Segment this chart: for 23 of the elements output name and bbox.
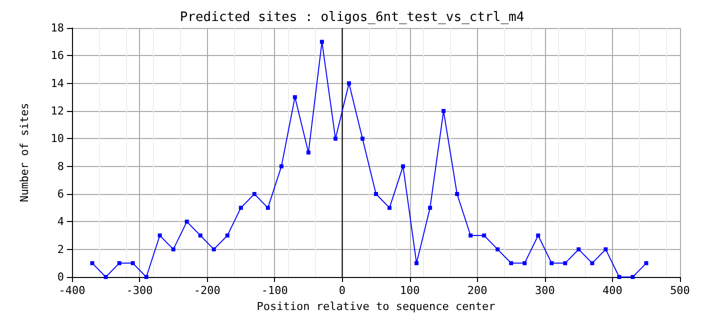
y-tick-label: 4 xyxy=(57,215,64,228)
y-tick-label: 16 xyxy=(50,49,64,62)
y-tick-label: 12 xyxy=(50,104,64,118)
x-axis-title: Position relative to sequence center xyxy=(256,300,496,313)
y-axis-title: Number of sites xyxy=(18,102,31,202)
y-tick-label: 2 xyxy=(57,242,64,256)
y-tick-label: 14 xyxy=(50,76,64,90)
x-tick-label: 100 xyxy=(400,284,420,297)
x-tick-label: -200 xyxy=(194,284,220,297)
x-tick-label: -100 xyxy=(261,284,288,297)
y-tick-label: 6 xyxy=(57,188,64,200)
x-tick-label: -400 xyxy=(58,284,86,297)
x-tick-label: -300 xyxy=(126,284,153,297)
y-tick-label: 0 xyxy=(57,270,64,284)
x-tick-label: 500 xyxy=(670,284,690,297)
x-tick-label: 0 xyxy=(338,284,346,297)
x-tick-label: 400 xyxy=(602,284,622,297)
y-tick-label: 8 xyxy=(57,160,64,173)
chart-title: Predicted sites : oligos_6nt_test_vs_ctrl_m4 xyxy=(180,10,524,25)
y-tick-label: 18 xyxy=(50,22,64,34)
x-tick-label: 200 xyxy=(467,284,488,297)
x-tick-label: 300 xyxy=(534,284,555,297)
y-tick-label: 10 xyxy=(50,132,64,146)
